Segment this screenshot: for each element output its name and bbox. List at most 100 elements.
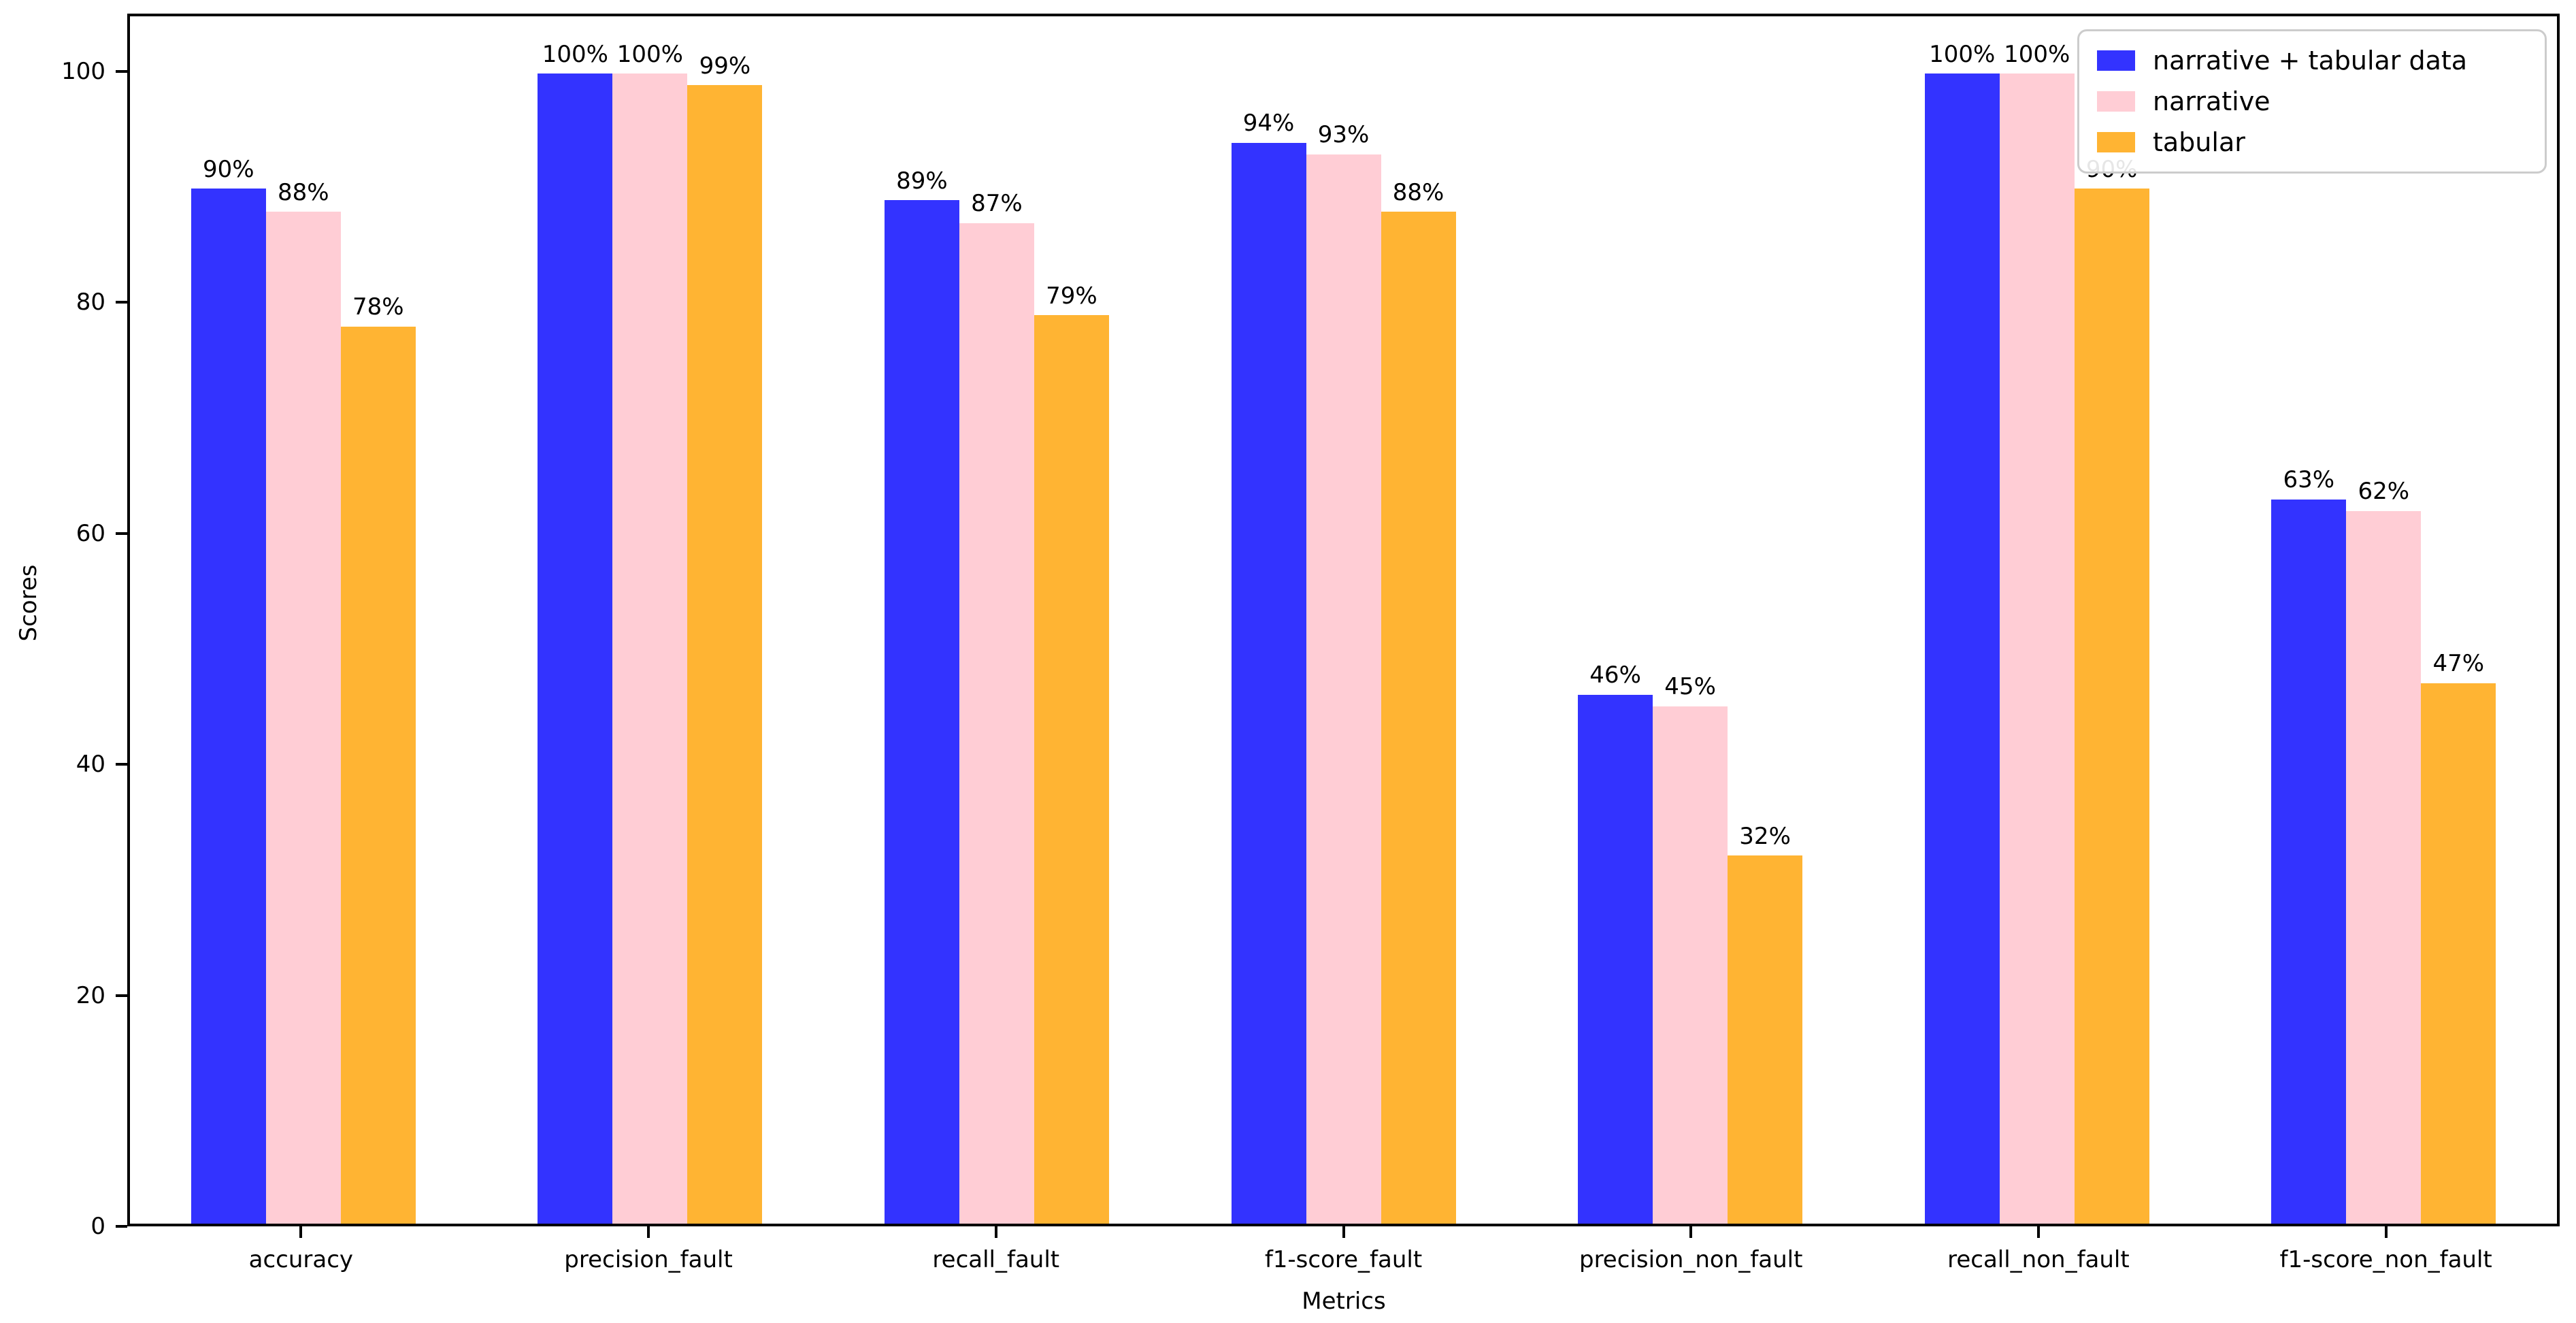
legend-entry: narrative <box>2097 84 2527 118</box>
x-tick-label-f1-score_non_fault: f1-score_non_fault <box>2279 1246 2492 1273</box>
x-tick-mark <box>1689 1226 1693 1238</box>
bar-narrative-tabular-data-precision_non_fault <box>1578 694 1653 1224</box>
bar-wrap: 100% <box>1924 16 2000 1224</box>
y-tick-label: 80 <box>76 289 105 316</box>
bar-narrative-tabular-data-precision_fault <box>538 74 613 1224</box>
legend-label: narrative <box>2153 86 2270 116</box>
bar-wrap: 90% <box>2074 16 2149 1224</box>
y-tick-mark <box>116 301 127 304</box>
bar-wrap: 79% <box>1034 16 1109 1224</box>
legend-label: narrative + tabular data <box>2153 46 2468 76</box>
x-tick-mark <box>2036 1226 2040 1238</box>
bar-value-label: 93% <box>1317 121 1370 149</box>
bar-value-label: 46% <box>1589 662 1641 689</box>
bar-narrative-tabular-data-f1-score_non_fault <box>2271 499 2347 1224</box>
legend-swatch-orange <box>2097 132 2135 152</box>
bar-narrative-recall_non_fault <box>1999 74 2075 1224</box>
bar-value-label: 45% <box>1664 673 1716 701</box>
plot-area: 90% 88% 78% 100% 100% 99% 89% 87% 79% 94% 93% 88% 46… <box>127 14 2560 1226</box>
bar-narrative-precision_fault <box>612 74 688 1224</box>
legend-label: tabular <box>2153 127 2245 157</box>
x-tick-mark <box>994 1226 997 1238</box>
bar-wrap: 45% <box>1653 16 1728 1224</box>
bar-tabular-f1-score_fault <box>1381 212 1456 1224</box>
y-tick-label: 0 <box>90 1213 105 1240</box>
bar-value-label: 94% <box>1242 110 1295 137</box>
bar-wrap: 47% <box>2421 16 2496 1224</box>
bar-group-precision_non_fault: 46% 45% 32% <box>1517 16 1864 1224</box>
bar-value-label: 87% <box>971 190 1023 218</box>
bar-tabular-precision_non_fault <box>1728 855 1803 1224</box>
bar-wrap: 63% <box>2271 16 2347 1224</box>
bar-value-label: 63% <box>2283 466 2335 493</box>
bar-group-f1-score_non_fault: 63% 62% 47% <box>2210 16 2557 1224</box>
bar-narrative-f1-score_fault <box>1306 154 1381 1224</box>
bar-narrative-tabular-data-f1-score_fault <box>1231 142 1306 1224</box>
bar-value-label: 88% <box>1392 178 1444 206</box>
bar-group-precision_fault: 100% 100% 99% <box>477 16 824 1224</box>
bar-narrative-f1-score_non_fault <box>2346 510 2422 1224</box>
y-tick-label: 20 <box>76 981 105 1009</box>
bar-groups-container: 90% 88% 78% 100% 100% 99% 89% 87% 79% 94% 93% 88% 46… <box>130 16 2557 1224</box>
bar-wrap: 89% <box>884 16 959 1224</box>
bar-wrap: 32% <box>1728 16 1803 1224</box>
y-tick-mark <box>116 532 127 535</box>
bar-value-label: 100% <box>1929 40 1996 68</box>
x-tick-label-recall_non_fault: recall_non_fault <box>1947 1246 2130 1273</box>
bar-value-label: 47% <box>2432 650 2485 678</box>
bar-tabular-recall_fault <box>1034 315 1109 1224</box>
bar-wrap: 100% <box>538 16 613 1224</box>
legend-entry: narrative + tabular data <box>2097 44 2527 78</box>
bar-wrap: 87% <box>959 16 1034 1224</box>
bar-narrative-tabular-data-recall_non_fault <box>1924 74 2000 1224</box>
y-tick-label: 100 <box>61 57 105 85</box>
bar-wrap: 100% <box>1999 16 2075 1224</box>
y-tick-label: 60 <box>76 519 105 547</box>
x-tick-mark <box>2384 1226 2388 1238</box>
legend: narrative + tabular data narrative tabul… <box>2077 29 2547 174</box>
bar-wrap: 62% <box>2346 16 2422 1224</box>
x-tick-label-precision_fault: precision_fault <box>564 1246 733 1273</box>
x-tick-label-precision_non_fault: precision_non_fault <box>1579 1246 1803 1273</box>
bar-tabular-recall_non_fault <box>2074 189 2149 1224</box>
bar-value-label: 88% <box>277 178 329 206</box>
x-tick-label-f1-score_fault: f1-score_fault <box>1264 1246 1423 1273</box>
bar-value-label: 89% <box>896 167 948 195</box>
bar-wrap: 90% <box>191 16 266 1224</box>
bar-wrap: 88% <box>265 16 341 1224</box>
y-tick-label: 40 <box>76 751 105 779</box>
legend-swatch-blue <box>2097 50 2135 71</box>
bar-value-label: 90% <box>202 155 254 183</box>
bar-value-label: 32% <box>1739 822 1791 850</box>
bar-group-f1-score_fault: 94% 93% 88% <box>1170 16 1517 1224</box>
x-axis-title: Metrics <box>1302 1288 1386 1315</box>
bar-value-label: 100% <box>542 40 608 68</box>
x-tick-mark <box>299 1226 303 1238</box>
bar-tabular-precision_fault <box>687 85 763 1224</box>
bar-tabular-f1-score_non_fault <box>2421 683 2496 1224</box>
bar-value-label: 62% <box>2358 477 2410 505</box>
bar-group-accuracy: 90% 88% 78% <box>130 16 477 1224</box>
bar-value-label: 99% <box>699 52 751 80</box>
bar-narrative-accuracy <box>265 212 341 1224</box>
bar-value-label: 100% <box>2004 40 2070 68</box>
x-tick-label-recall_fault: recall_fault <box>932 1246 1060 1273</box>
y-tick-mark <box>116 994 127 997</box>
y-tick-mark <box>116 1225 127 1228</box>
bar-wrap: 78% <box>340 16 416 1224</box>
bar-tabular-accuracy <box>340 327 416 1224</box>
bar-wrap: 100% <box>612 16 688 1224</box>
x-tick-mark <box>647 1226 650 1238</box>
x-tick-label-accuracy: accuracy <box>248 1246 354 1273</box>
bar-value-label: 79% <box>1046 282 1097 310</box>
x-tick-mark <box>1342 1226 1345 1238</box>
bar-wrap: 93% <box>1306 16 1381 1224</box>
legend-entry: tabular <box>2097 125 2527 159</box>
bar-wrap: 94% <box>1231 16 1306 1224</box>
y-tick-mark <box>116 763 127 766</box>
bar-narrative-recall_fault <box>959 223 1034 1224</box>
bar-wrap: 88% <box>1381 16 1456 1224</box>
legend-swatch-pink <box>2097 91 2135 112</box>
y-tick-mark <box>116 69 127 73</box>
